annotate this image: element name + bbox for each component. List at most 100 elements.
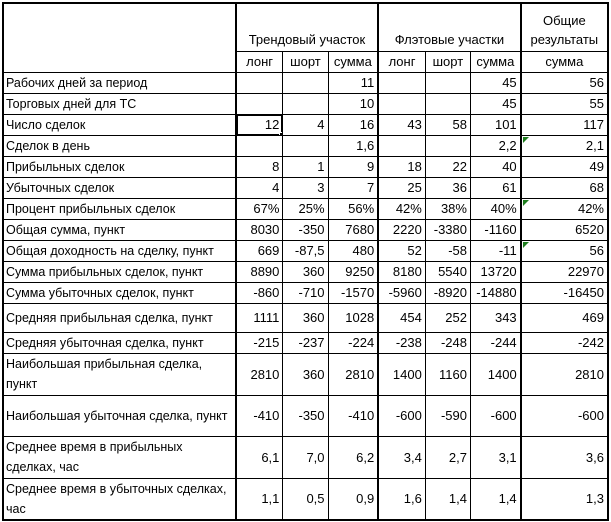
data-cell[interactable]: -242 [520,331,609,354]
data-cell[interactable]: 117 [520,113,609,136]
row-label-cell[interactable]: Рабочих дней за период [2,71,237,94]
data-cell[interactable]: 52 [377,239,426,262]
data-cell[interactable]: 1,4 [469,477,522,520]
corner-cell[interactable] [2,2,237,73]
column-group-header[interactable]: Флэтовые участки [377,2,522,52]
data-cell[interactable]: 101 [469,113,522,136]
data-cell[interactable]: 45 [469,71,522,94]
column-subheader[interactable]: шорт [424,50,471,73]
data-cell[interactable]: -8920 [424,281,471,304]
data-cell[interactable]: 45 [469,92,522,115]
data-cell[interactable]: -3380 [424,218,471,241]
data-cell[interactable]: 42% [520,197,609,220]
data-cell[interactable]: 2810 [327,352,380,396]
data-cell[interactable]: 22970 [520,260,609,283]
data-cell[interactable] [282,71,329,94]
data-cell[interactable]: 3 [282,176,329,199]
row-label-cell[interactable]: Средняя убыточная сделка, пункт [2,331,237,354]
data-cell[interactable]: 6,1 [235,435,284,479]
data-cell[interactable]: 7 [327,176,380,199]
data-cell[interactable]: 0,5 [282,477,329,520]
data-cell[interactable]: 8030 [235,218,284,241]
data-cell[interactable] [282,92,329,115]
data-cell[interactable] [377,92,426,115]
data-cell[interactable]: 2220 [377,218,426,241]
data-cell[interactable] [377,71,426,94]
data-cell[interactable]: -248 [424,331,471,354]
data-cell[interactable]: 1,6 [377,477,426,520]
data-cell[interactable]: 360 [282,352,329,396]
data-cell[interactable]: 360 [282,260,329,283]
data-cell[interactable] [424,71,471,94]
row-label-cell[interactable]: Сумма убыточных сделок, пункт [2,281,237,304]
data-cell[interactable]: 469 [520,302,609,333]
data-cell[interactable]: -860 [235,281,284,304]
data-cell[interactable]: 5540 [424,260,471,283]
data-cell[interactable]: -410 [235,394,284,437]
column-subheader[interactable]: шорт [282,50,329,73]
data-cell[interactable]: 56 [520,71,609,94]
data-cell[interactable]: 68 [520,176,609,199]
data-cell[interactable]: 1,4 [424,477,471,520]
data-cell[interactable]: -1570 [327,281,380,304]
row-label-cell[interactable]: Убыточных сделок [2,176,237,199]
data-cell[interactable]: 40 [469,155,522,178]
data-cell[interactable]: 0,9 [327,477,380,520]
data-cell[interactable] [424,134,471,157]
active-cell[interactable]: 12 [235,113,284,136]
row-label-cell[interactable]: Наибольшая прибыльная сделка, пункт [2,352,237,396]
data-cell[interactable]: 454 [377,302,426,333]
data-cell[interactable]: 669 [235,239,284,262]
data-cell[interactable]: 22 [424,155,471,178]
data-cell[interactable]: 3,1 [469,435,522,479]
row-label-cell[interactable]: Среднее время в прибыльных сделках, час [2,435,237,479]
data-cell[interactable]: 1160 [424,352,471,396]
data-cell[interactable] [235,71,284,94]
row-label-cell[interactable]: Общая доходность на сделку, пункт [2,239,237,262]
data-cell[interactable]: 360 [282,302,329,333]
data-cell[interactable]: 61 [469,176,522,199]
row-label-cell[interactable]: Число сделок [2,113,237,136]
data-cell[interactable] [282,134,329,157]
data-cell[interactable]: 4 [282,113,329,136]
data-cell[interactable]: 56% [327,197,380,220]
data-cell[interactable]: 8180 [377,260,426,283]
column-subheader[interactable]: сумма [469,50,522,73]
data-cell[interactable]: 7680 [327,218,380,241]
data-cell[interactable] [235,92,284,115]
fill-handle[interactable] [279,131,282,134]
data-cell[interactable]: 1,3 [520,477,609,520]
data-cell[interactable]: 2,2 [469,134,522,157]
column-subheader[interactable]: сумма [327,50,380,73]
data-cell[interactable]: 3,4 [377,435,426,479]
data-cell[interactable]: 40% [469,197,522,220]
data-cell[interactable]: -14880 [469,281,522,304]
column-subheader[interactable]: лонг [235,50,284,73]
column-subheader[interactable]: сумма [520,50,610,73]
data-cell[interactable]: -350 [282,394,329,437]
row-label-cell[interactable]: Общая сумма, пункт [2,218,237,241]
data-cell[interactable]: -600 [377,394,426,437]
data-cell[interactable]: 9 [327,155,380,178]
data-cell[interactable]: -244 [469,331,522,354]
data-cell[interactable]: -215 [235,331,284,354]
data-cell[interactable]: 25% [282,197,329,220]
data-cell[interactable]: 2810 [235,352,284,396]
data-cell[interactable]: 18 [377,155,426,178]
data-cell[interactable]: 13720 [469,260,522,283]
data-cell[interactable]: 3,6 [520,435,609,479]
data-cell[interactable]: -410 [327,394,380,437]
data-cell[interactable]: 9250 [327,260,380,283]
data-cell[interactable]: 49 [520,155,609,178]
data-cell[interactable]: 6,2 [327,435,380,479]
data-cell[interactable]: -600 [469,394,522,437]
data-cell[interactable]: 1,1 [235,477,284,520]
data-cell[interactable]: 38% [424,197,471,220]
data-cell[interactable]: 56 [520,239,609,262]
data-cell[interactable]: 11 [327,71,380,94]
data-cell[interactable]: 2,7 [424,435,471,479]
data-cell[interactable] [235,134,284,157]
column-group-header[interactable]: Трендовый участок [235,2,380,52]
data-cell[interactable]: 1400 [377,352,426,396]
data-cell[interactable]: 1111 [235,302,284,333]
